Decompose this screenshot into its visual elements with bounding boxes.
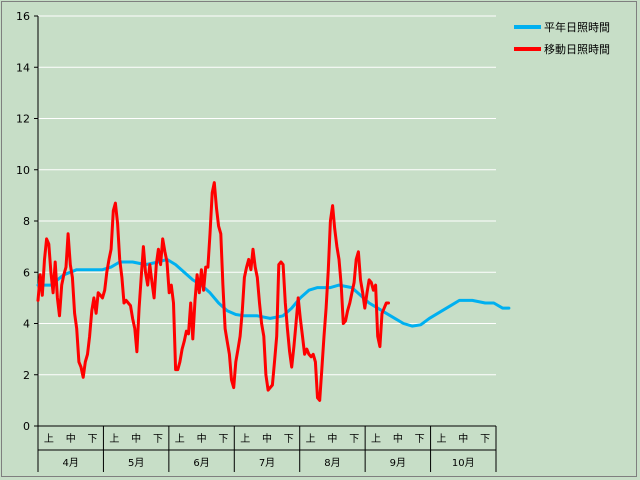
- y-tick-label: 14: [16, 61, 30, 74]
- x-decade-label: 下: [480, 434, 490, 445]
- x-decade-label: 中: [262, 432, 272, 445]
- x-decade-label: 中: [393, 432, 403, 445]
- x-decade-label: 上: [44, 433, 54, 445]
- x-decade-label: 中: [66, 432, 76, 445]
- series-lines: [36, 181, 511, 402]
- y-tick-label: 6: [23, 266, 30, 279]
- x-decade-label: 上: [240, 433, 250, 445]
- x-decade-label: 下: [284, 434, 294, 445]
- x-decade-label: 下: [153, 434, 163, 445]
- x-decade-label: 下: [218, 434, 228, 445]
- y-tick-label: 10: [16, 164, 30, 177]
- legend-label: 移動日照時間: [544, 42, 610, 56]
- x-month-label: 8月: [324, 457, 340, 469]
- y-tick-label: 0: [23, 420, 30, 433]
- x-decade-label: 中: [131, 432, 141, 445]
- x-decade-label: 上: [436, 433, 446, 445]
- x-decade-label: 下: [88, 434, 98, 445]
- x-month-label: 10月: [452, 457, 475, 469]
- x-decade-label: 下: [415, 434, 425, 445]
- x-month-label: 6月: [193, 457, 209, 469]
- x-decade-label: 中: [458, 432, 468, 445]
- y-tick-label: 2: [23, 369, 30, 382]
- x-month-label: 9月: [390, 457, 406, 469]
- x-decade-label: 中: [327, 432, 337, 445]
- x-decade-label: 上: [109, 433, 119, 445]
- x-decade-label: 下: [349, 434, 359, 445]
- legend-label: 平年日照時間: [544, 20, 610, 34]
- x-axis: 上中下4月上中下5月上中下6月上中下7月上中下8月上中下9月上中下10月: [37, 425, 497, 472]
- x-month-label: 5月: [128, 457, 144, 469]
- y-tick-label: 16: [16, 10, 30, 23]
- x-decade-label: 上: [371, 433, 381, 445]
- series-line-2: [36, 181, 390, 402]
- x-decade-label: 中: [197, 432, 207, 445]
- y-tick-label: 12: [16, 113, 30, 126]
- x-month-label: 4月: [63, 457, 79, 469]
- x-decade-label: 上: [306, 433, 316, 445]
- x-month-label: 7月: [259, 457, 275, 469]
- y-tick-label: 8: [23, 215, 30, 228]
- gridlines: [38, 15, 496, 376]
- x-decade-label: 上: [175, 433, 185, 445]
- y-axis: 0 2 4 6 8 10 12 14 16: [16, 10, 39, 433]
- y-tick-label: 4: [23, 318, 30, 331]
